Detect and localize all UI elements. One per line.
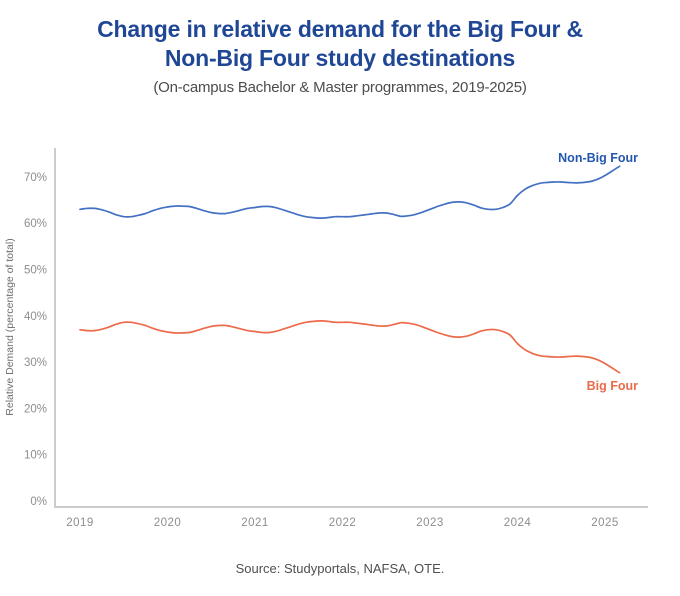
y-tick-label: 30% <box>24 357 47 369</box>
big-four-line <box>79 320 621 374</box>
x-tick-label: 2020 <box>154 517 182 529</box>
x-tick-label: 2023 <box>416 517 444 529</box>
page-title-line-2: Non-Big Four study destinations <box>164 45 516 71</box>
y-tick-label: 20% <box>24 403 47 415</box>
x-tick-label: 2019 <box>66 517 94 529</box>
source-attribution: Source: Studyportals, NAFSA, OTE. <box>235 561 445 576</box>
page-subtitle: (On-campus Bachelor & Master programmes,… <box>153 79 527 96</box>
x-tick-label: 2022 <box>329 517 357 529</box>
y-tick-label: 50% <box>24 265 47 277</box>
y-axis-title: Relative Demand (percentage of total) <box>4 238 16 415</box>
non-big-four-line <box>79 165 621 219</box>
y-tick-label: 60% <box>24 218 47 230</box>
x-tick-label: 2021 <box>241 517 269 529</box>
axis-lines <box>54 148 648 508</box>
x-tick-label: 2025 <box>591 517 619 529</box>
page-title-line-1: Change in relative demand for the Big Fo… <box>97 16 583 42</box>
non-big-four-series-label: Non-Big Four <box>558 151 638 165</box>
demand-line-chart: 0% 10% 20% 30% 40% 50% 60% 70% 2019 2020 2021 2022 2… <box>4 148 648 529</box>
y-tick-label: 10% <box>24 450 47 462</box>
y-tick-label: 0% <box>30 496 47 508</box>
y-tick-label: 40% <box>24 311 47 323</box>
chart-area: 0% 10% 20% 30% 40% 50% 60% 70% 2019 2020 2021 2022 2… <box>0 120 680 550</box>
x-tick-label: 2024 <box>504 517 532 529</box>
y-tick-label: 70% <box>24 172 47 184</box>
big-four-series-label: Big Four <box>587 379 639 393</box>
